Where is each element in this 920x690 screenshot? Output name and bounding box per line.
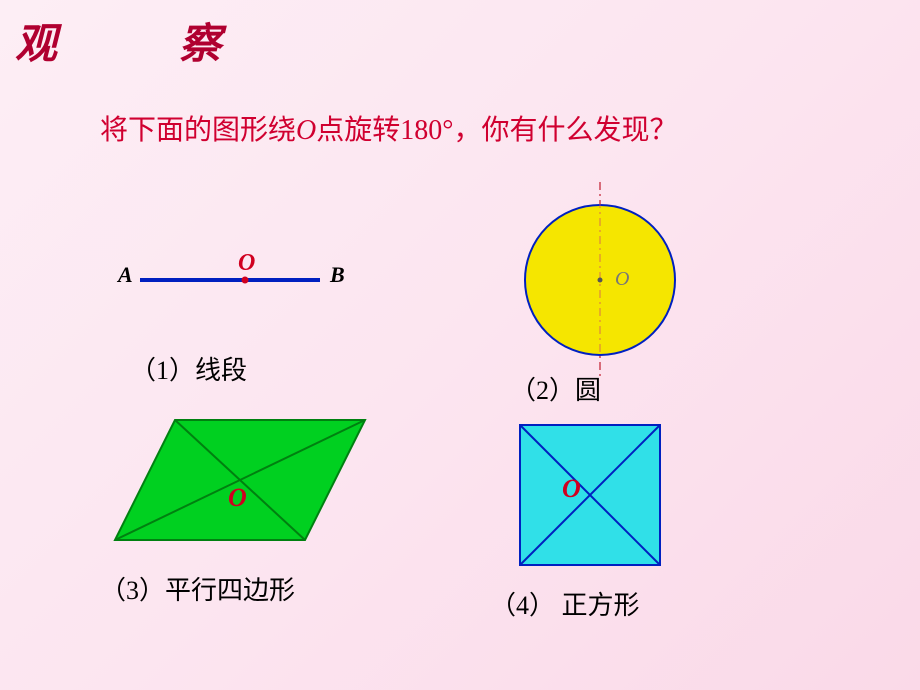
circle-diagram bbox=[500, 180, 700, 380]
question-text: 将下面的图形绕O点旋转180°，你有什么发现？ bbox=[100, 108, 677, 148]
question-prefix: 将下面的图形绕 bbox=[100, 115, 296, 146]
segment-caption: （1）线段 bbox=[130, 350, 247, 387]
segment-O-label: O bbox=[238, 250, 255, 277]
circle-center-point bbox=[598, 278, 603, 283]
page-title: 观 察 bbox=[15, 10, 261, 71]
circle-O-label: O bbox=[615, 268, 629, 291]
question-suffix: 点旋转180°，你有什么发现？ bbox=[316, 115, 677, 146]
segment-A-label: A bbox=[118, 262, 133, 288]
circle-caption: （2）圆 bbox=[510, 370, 601, 407]
segment-center-point bbox=[242, 277, 249, 284]
square-diagram bbox=[510, 415, 670, 575]
segment-B-label: B bbox=[330, 262, 345, 288]
square-caption: （4） 正方形 bbox=[490, 585, 640, 622]
parallelogram-caption: （3）平行四边形 bbox=[100, 570, 295, 607]
question-O: O bbox=[296, 115, 316, 146]
parallelogram-O-label: O bbox=[228, 483, 247, 513]
square-O-label: O bbox=[562, 474, 581, 504]
